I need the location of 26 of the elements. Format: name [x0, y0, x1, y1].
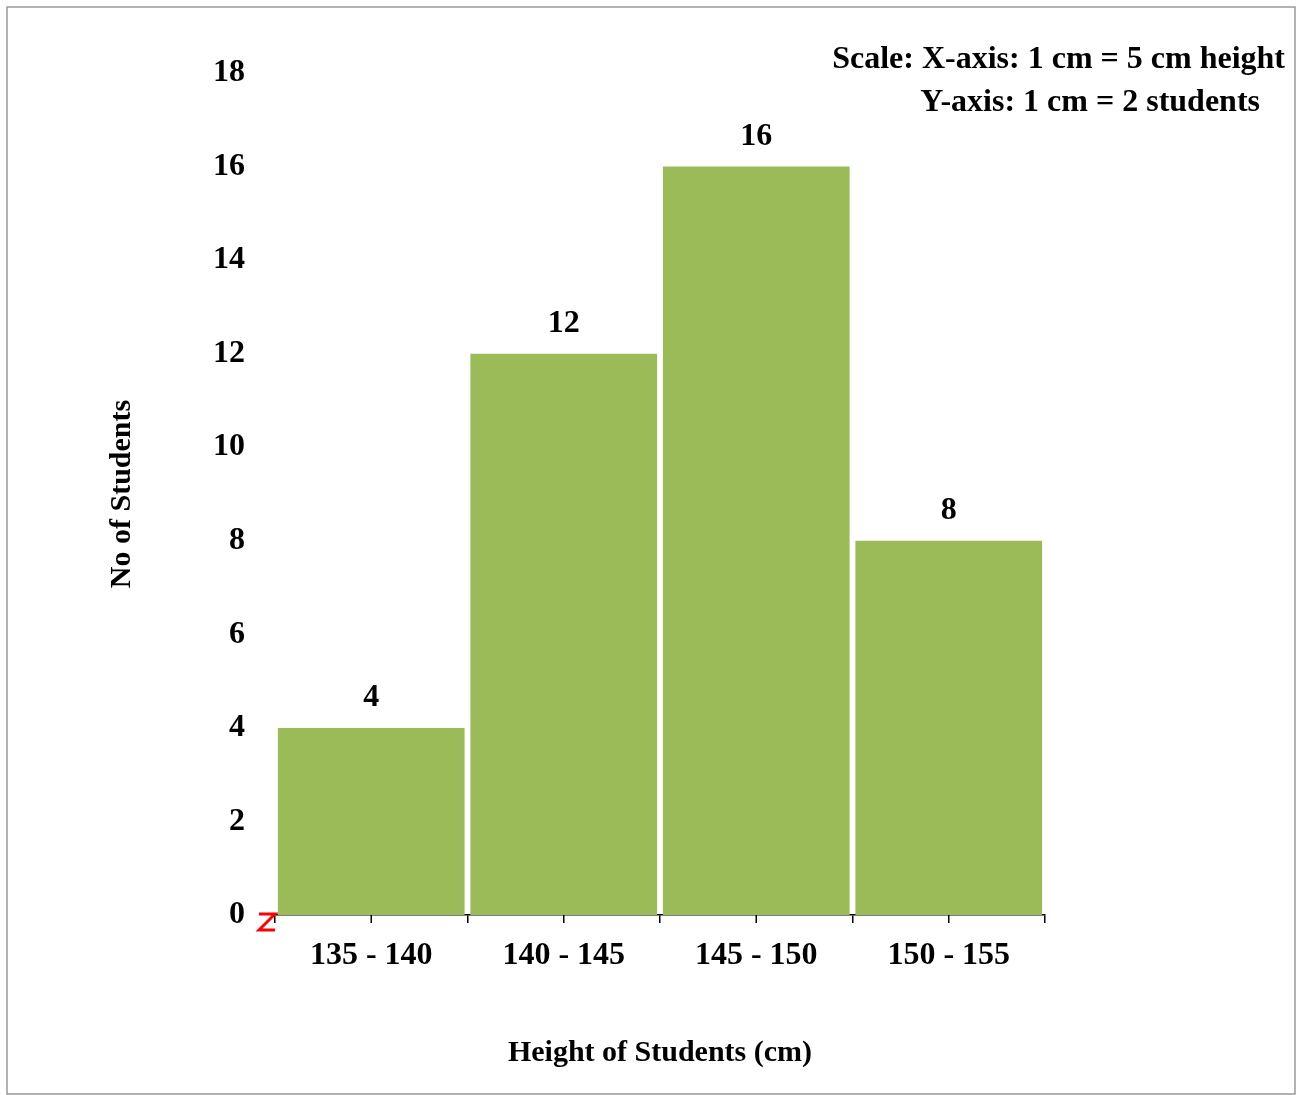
- data-label: 16: [740, 115, 773, 152]
- data-label: 8: [940, 490, 957, 527]
- bar: [855, 540, 1043, 915]
- x-tick-label: 135 - 140: [309, 935, 433, 972]
- annotation: Y-axis: 1 cm = 2 students: [920, 82, 1260, 119]
- x-axis-title: Height of Students (cm): [507, 1033, 813, 1068]
- y-tick-label: 16: [213, 145, 245, 182]
- y-tick-label: 14: [213, 239, 245, 276]
- y-tick-label: 0: [229, 894, 245, 931]
- y-tick-label: 8: [229, 520, 245, 557]
- y-tick-label: 6: [229, 613, 245, 650]
- data-label: 12: [547, 302, 580, 339]
- y-tick-label: 4: [229, 707, 245, 744]
- data-label: 4: [363, 677, 380, 714]
- bar: [662, 166, 850, 915]
- bar: [277, 727, 465, 915]
- y-tick-label: 18: [213, 52, 245, 89]
- y-tick-label: 12: [213, 332, 245, 369]
- x-tick-label: 150 - 155: [887, 935, 1011, 972]
- y-tick-label: 10: [213, 426, 245, 463]
- y-tick-label: 2: [229, 800, 245, 837]
- bar: [470, 353, 658, 915]
- y-axis-title: No of Students: [102, 399, 136, 589]
- annotation: Scale: X-axis: 1 cm = 5 cm height: [832, 39, 1286, 76]
- x-tick-label: 145 - 150: [694, 935, 818, 972]
- x-tick-label: 140 - 145: [502, 935, 626, 972]
